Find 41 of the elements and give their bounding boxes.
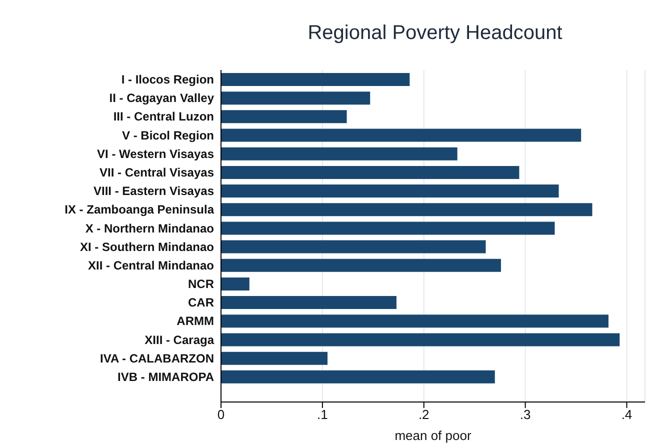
bar [221, 166, 520, 179]
y-tick-label: I - Ilocos Region [121, 72, 214, 87]
y-tick-label: II - Cagayan Valley [109, 91, 214, 106]
x-tick-label: 0 [217, 407, 225, 422]
bar [221, 296, 396, 310]
x-tick-label: .1 [317, 407, 328, 422]
y-tick-label: III - Central Luzon [113, 110, 214, 124]
y-tick-label: NCR [188, 277, 214, 292]
y-tick-label: V - Bicol Region [122, 128, 214, 142]
y-tick-label: VIII - Eastern Visayas [93, 184, 214, 198]
bar [221, 333, 620, 346]
bar [221, 128, 582, 142]
y-tick-label: IVA - CALABARZON [100, 351, 214, 366]
bar [221, 147, 458, 160]
bar [221, 110, 347, 124]
bar [221, 258, 501, 272]
y-tick-label: IVB - MIMAROPA [118, 370, 214, 384]
bar [221, 222, 555, 235]
x-axis-title: mean of poor [394, 428, 472, 443]
bar [221, 92, 370, 105]
y-tick-label: X - Northern Mindanao [85, 221, 214, 236]
bar [221, 203, 592, 216]
x-tick-label: .3 [520, 407, 531, 422]
x-tick-label: .4 [621, 407, 632, 422]
y-tick-label: XI - Southern Mindanao [80, 240, 214, 254]
y-tick-label: VI - Western Visayas [97, 146, 214, 161]
bar [221, 314, 608, 328]
bar [221, 352, 328, 365]
bar [221, 240, 486, 254]
y-tick-label: ARMM [176, 314, 214, 328]
y-tick-label: XIII - Caraga [144, 332, 214, 347]
x-tick-label: .2 [418, 407, 430, 422]
bar [221, 370, 495, 384]
y-tick-label: IX - Zamboanga Peninsula [64, 202, 214, 217]
chart-title: Regional Poverty Headcount [306, 22, 564, 45]
y-tick-label: VII - Central Visayas [99, 165, 214, 180]
y-tick-label: XII - Central Mindanao [88, 258, 214, 272]
bar [221, 73, 410, 86]
bar [221, 277, 250, 290]
y-tick-label: CAR [188, 296, 214, 310]
bar [221, 184, 559, 198]
